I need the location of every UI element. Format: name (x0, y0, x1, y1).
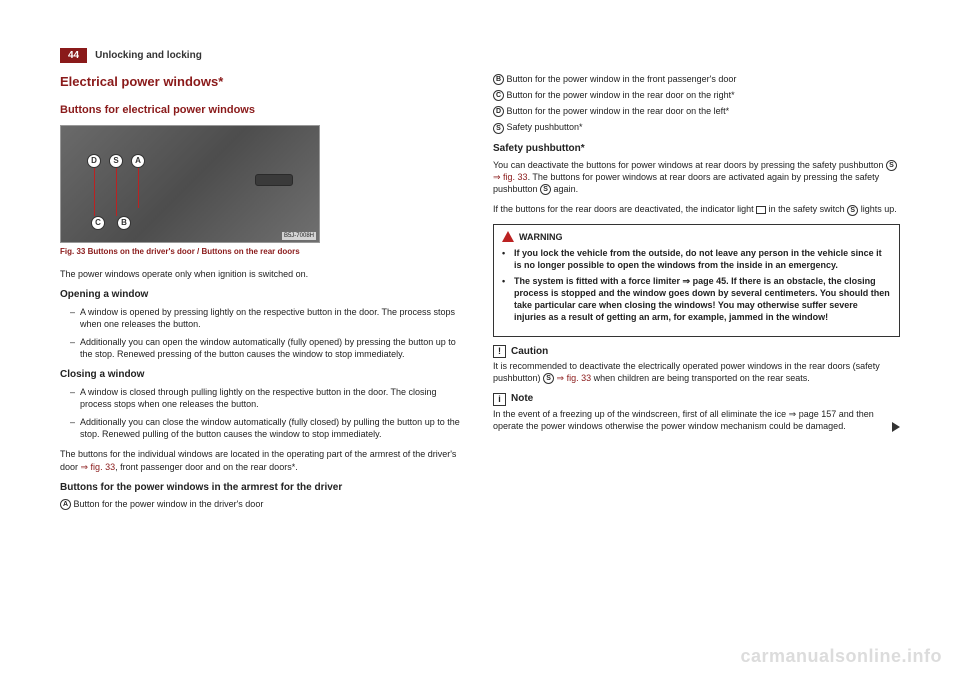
letter-icon: S (543, 373, 554, 384)
location-para: The buttons for the individual windows a… (60, 448, 467, 472)
main-title: Electrical power windows* (60, 73, 467, 91)
letter-icon: S (847, 205, 858, 216)
fig-pointer (94, 168, 95, 216)
letter-icon: D (493, 106, 504, 117)
button-list: A Button for the power window in the dri… (60, 498, 467, 510)
letter-icon: C (493, 90, 504, 101)
text: in the safety switch (766, 204, 847, 214)
columns: Electrical power windows* Buttons for el… (60, 73, 900, 518)
intro-text: The power windows operate only when igni… (60, 268, 467, 280)
button-desc-C: C Button for the power window in the rea… (493, 89, 900, 101)
section-title: Unlocking and locking (95, 50, 202, 61)
continue-arrow-icon (892, 422, 900, 432)
text: Button for the power window in the rear … (504, 90, 735, 100)
fig-label-B: B (117, 216, 131, 230)
text: Button for the power window in the front… (504, 74, 736, 84)
list-item: If you lock the vehicle from the outside… (502, 247, 891, 271)
left-column: Electrical power windows* Buttons for el… (60, 73, 467, 518)
page-number: 44 (60, 48, 87, 63)
warning-header: WARNING (502, 231, 891, 243)
note-icon: i (493, 393, 506, 406)
caution-text: It is recommended to deactivate the elec… (493, 360, 900, 384)
warning-title: WARNING (519, 231, 563, 243)
button-desc-B: B Button for the power window in the fro… (493, 73, 900, 85)
safety-pb-p2: If the buttons for the rear doors are de… (493, 203, 900, 215)
list-item: Additionally you can close the window au… (70, 416, 467, 440)
note-text: In the event of a freezing up of the win… (493, 408, 900, 432)
armrest-heading: Buttons for the power windows in the arm… (60, 481, 467, 495)
text: In the event of a freezing up of the win… (493, 409, 874, 431)
letter-icon: S (540, 184, 551, 195)
fig-label-C: C (91, 216, 105, 230)
text: lights up. (858, 204, 897, 214)
caution-icon: ! (493, 345, 506, 358)
button-desc-S: S Safety pushbutton* (493, 121, 900, 133)
list-item: The system is fitted with a force limite… (502, 275, 891, 324)
warning-triangle-icon (502, 231, 514, 242)
text: again. (551, 184, 578, 194)
safety-pb-heading: Safety pushbutton* (493, 142, 900, 156)
text: The system is fitted with a force limite… (514, 276, 890, 322)
list-item: Additionally you can open the window aut… (70, 336, 467, 360)
fig-pointer (138, 168, 139, 208)
warning-box: WARNING If you lock the vehicle from the… (493, 224, 900, 337)
caution-header: ! Caution (493, 345, 900, 359)
fig-ref: ⇒ fig. 33 (81, 462, 116, 472)
fig-label-D: D (87, 154, 101, 168)
indicator-light-icon (756, 206, 766, 214)
note-title: Note (511, 392, 533, 406)
fig-pointer (116, 168, 117, 216)
button-list-cont: B Button for the power window in the fro… (493, 73, 900, 134)
text: , front passenger door and on the rear d… (115, 462, 298, 472)
text: Button for the power window in the rear … (504, 106, 729, 116)
button-desc-A: A Button for the power window in the dri… (60, 498, 467, 510)
button-desc-D: D Button for the power window in the rea… (493, 105, 900, 117)
figure-caption: Fig. 33 Buttons on the driver's door / B… (60, 247, 467, 258)
text: You can deactivate the buttons for power… (493, 160, 886, 170)
opening-list: A window is opened by pressing lightly o… (60, 306, 467, 361)
page-header: 44 Unlocking and locking (60, 48, 900, 63)
closing-list: A window is closed through pulling light… (60, 386, 467, 441)
text: when children are being transported on t… (591, 373, 810, 383)
opening-heading: Opening a window (60, 288, 467, 302)
closing-heading: Closing a window (60, 368, 467, 382)
text: If you lock the vehicle from the outside… (514, 248, 882, 270)
right-column: B Button for the power window in the fro… (493, 73, 900, 518)
manual-page: 44 Unlocking and locking Electrical powe… (0, 0, 960, 679)
list-item: A window is opened by pressing lightly o… (70, 306, 467, 330)
note-header: i Note (493, 392, 900, 406)
fig-label-S: S (109, 154, 123, 168)
figure-id: B5J-7008H (282, 232, 316, 240)
fig-label-A: A (131, 154, 145, 168)
letter-icon: B (493, 74, 504, 85)
figure-33: D S A C B B5J-7008H (60, 125, 320, 243)
text: If the buttons for the rear doors are de… (493, 204, 756, 214)
fig-ref: ⇒ fig. 33 (493, 172, 528, 182)
subtitle: Buttons for electrical power windows (60, 103, 467, 118)
fig-ref: ⇒ fig. 33 (554, 373, 591, 383)
text: Button for the power window in the drive… (71, 499, 263, 509)
caution-title: Caution (511, 345, 548, 359)
watermark: carmanualsonline.info (740, 646, 942, 667)
letter-icon: S (886, 160, 897, 171)
safety-pb-p1: You can deactivate the buttons for power… (493, 159, 900, 195)
text: Safety pushbutton* (504, 122, 583, 132)
door-handle-icon (255, 174, 293, 186)
letter-icon: A (60, 499, 71, 510)
warning-bullets: If you lock the vehicle from the outside… (502, 247, 891, 324)
list-item: A window is closed through pulling light… (70, 386, 467, 410)
letter-icon: S (493, 123, 504, 134)
